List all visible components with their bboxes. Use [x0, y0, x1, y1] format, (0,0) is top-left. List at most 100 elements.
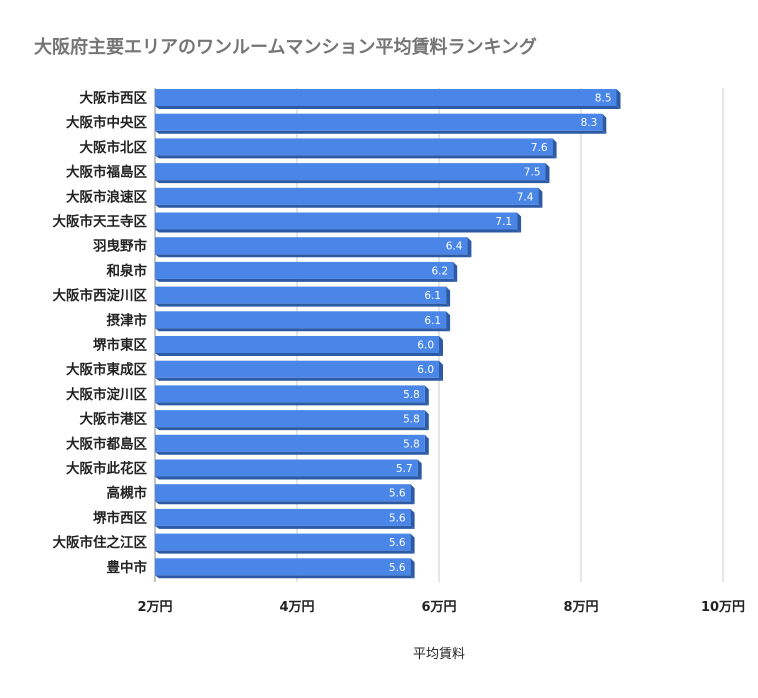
- bar-bottom: [155, 229, 522, 233]
- bar: [155, 113, 603, 131]
- bar-group: 5.7: [155, 459, 422, 480]
- bar-group: 5.8: [155, 410, 429, 431]
- bar-group: 5.6: [155, 533, 415, 554]
- bar-side: [424, 410, 429, 431]
- category-label: 大阪市浪速区: [66, 188, 147, 205]
- data-label: 7.4: [517, 191, 534, 203]
- bar: [155, 459, 418, 477]
- bar-group: 6.1: [155, 311, 451, 332]
- bar-side: [453, 261, 458, 282]
- category-label: 和泉市: [107, 262, 148, 279]
- bar-side: [424, 385, 429, 406]
- data-label: 5.6: [389, 537, 406, 549]
- data-label: 5.8: [403, 389, 420, 401]
- x-tick-label: 4万円: [279, 600, 314, 615]
- bar-group: 5.8: [155, 434, 429, 455]
- bar: [155, 89, 617, 106]
- bar-group: 7.4: [155, 187, 543, 208]
- bar: [155, 212, 518, 230]
- bar-side: [467, 237, 472, 258]
- category-label: 大阪市天王寺区: [53, 213, 148, 230]
- bar: [155, 484, 411, 502]
- bar-bottom: [155, 476, 422, 480]
- bar-side: [439, 336, 443, 356]
- bar: [155, 558, 411, 576]
- bar-side: [417, 459, 422, 480]
- bar-bottom: [155, 155, 557, 159]
- x-tick-label: 10万円: [701, 600, 745, 615]
- category-label: 豊中市: [107, 559, 148, 576]
- category-label: 大阪市東成区: [66, 361, 147, 378]
- bar: [155, 237, 468, 255]
- x-axis-title: 平均賃料: [413, 647, 465, 662]
- data-label: 6.1: [424, 315, 441, 327]
- x-tick-label: 8万円: [563, 600, 598, 615]
- bar: [155, 508, 411, 526]
- bar: [155, 286, 447, 304]
- category-label: 大阪市西区: [80, 90, 148, 107]
- category-label: 大阪市淀川区: [66, 386, 147, 403]
- data-label: 6.1: [424, 290, 441, 302]
- x-tick-label: 2万円: [137, 600, 172, 615]
- bar-bottom: [155, 377, 443, 381]
- data-label: 5.6: [389, 488, 406, 500]
- category-label: 大阪市福島区: [66, 164, 147, 181]
- bar-group: 8.5: [155, 89, 621, 109]
- bar-side: [410, 558, 415, 579]
- bar-bottom: [155, 278, 458, 282]
- x-tick-label: 6万円: [421, 600, 456, 615]
- bar-group: 7.1: [155, 212, 522, 233]
- bar-group: 5.8: [155, 385, 429, 406]
- bar-bottom: [155, 130, 607, 134]
- gridlines: [154, 88, 724, 582]
- bar-side: [545, 163, 550, 184]
- category-label: 摂津市: [107, 312, 148, 329]
- data-label: 5.8: [403, 438, 420, 450]
- bar-group: 6.0: [155, 360, 443, 381]
- bar: [155, 163, 546, 181]
- bar-bottom: [155, 451, 429, 455]
- data-label: 6.2: [431, 265, 448, 277]
- bar-bottom: [155, 501, 415, 505]
- category-label: 堺市西区: [93, 509, 147, 526]
- bar-bottom: [155, 254, 472, 258]
- bar-group: 7.5: [155, 163, 550, 184]
- category-label: 大阪市北区: [80, 139, 148, 156]
- bar-bottom: [155, 204, 543, 208]
- bar-side: [446, 286, 451, 307]
- bar: [155, 434, 425, 452]
- bar-group: 7.6: [155, 138, 557, 159]
- category-labels: 大阪市西区大阪市中央区大阪市北区大阪市福島区大阪市浪速区大阪市天王寺区羽曳野市和…: [53, 90, 148, 576]
- bar: [155, 311, 447, 329]
- bar-group: 5.6: [155, 484, 415, 505]
- bar-bottom: [155, 328, 451, 332]
- bars: 8.5 8.3 7.6 7.5 7.4 7.1 6.4 6.2 6.1 6.1 6.0 6.0 5.8 5…: [155, 89, 621, 579]
- bar-group: 5.6: [155, 508, 415, 529]
- category-label: 大阪市中央区: [66, 114, 147, 131]
- bar-bottom: [155, 525, 415, 529]
- bar-side: [517, 212, 522, 233]
- bar-side: [410, 484, 415, 505]
- category-label: 大阪市住之江区: [53, 534, 148, 551]
- bar-bottom: [155, 180, 550, 184]
- bar-bottom: [155, 550, 415, 554]
- bar-group: 6.1: [155, 286, 451, 307]
- x-tick-labels: 2万円 4万円 6万円 8万円 10万円: [137, 600, 745, 615]
- bar-bottom: [155, 106, 621, 109]
- category-label: 大阪市此花区: [66, 460, 147, 477]
- category-label: 大阪市港区: [80, 411, 148, 428]
- category-label: 大阪市西淀川区: [53, 287, 148, 304]
- bar-group: 6.2: [155, 261, 458, 282]
- bar-side: [602, 113, 607, 134]
- category-label: 大阪市都島区: [66, 435, 147, 452]
- data-label: 6.4: [446, 241, 463, 253]
- bar-side: [410, 533, 415, 554]
- bar: [155, 261, 454, 279]
- bar-side: [424, 434, 429, 455]
- bar: [155, 385, 425, 403]
- category-label: 高槻市: [107, 485, 148, 502]
- bar-group: 6.4: [155, 237, 472, 258]
- category-label: 堺市東区: [93, 337, 147, 354]
- data-label: 7.1: [495, 216, 512, 228]
